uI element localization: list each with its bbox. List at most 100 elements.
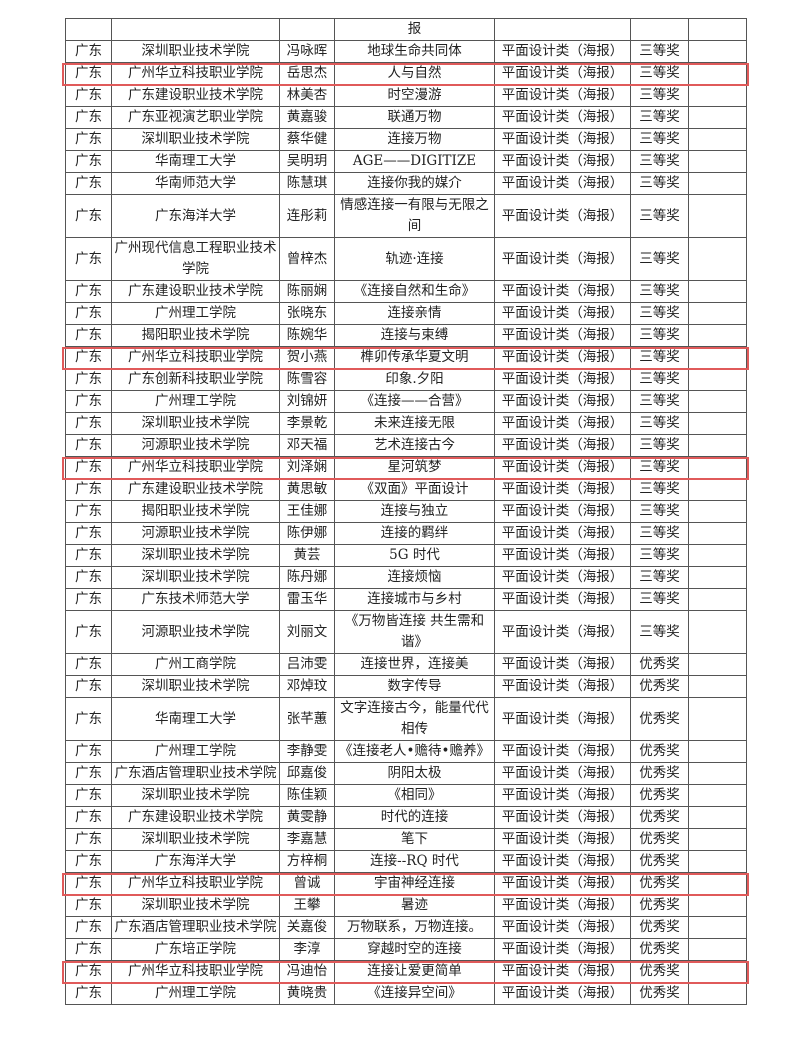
cell-award: 三等奖 [630,412,689,435]
cell-school: 广州理工学院 [111,982,280,1005]
cell-award: 三等奖 [630,302,689,325]
table-row: 广东 广州现代信息工程职业技术学院 曾梓杰 轨迹·连接 平面设计类（海报） 三等奖 [65,237,747,281]
cell-school: 广东建设职业技术学院 [111,478,280,501]
cell-school [111,18,280,41]
cell-empty [688,872,747,895]
cell-name: 李景乾 [279,412,335,435]
cell-school: 河源职业技术学院 [111,610,280,654]
cell-province: 广东 [65,128,112,151]
cell-award: 三等奖 [630,610,689,654]
table-row: 广东 广东建设职业技术学院 林美杏 时空漫游 平面设计类（海报） 三等奖 [65,84,747,107]
cell-empty [688,84,747,107]
cell-category: 平面设计类（海报） [494,412,631,435]
cell-award: 三等奖 [630,456,689,479]
cell-title: 《连接老人•赡待•赡养》 [334,740,495,763]
cell-award: 优秀奖 [630,784,689,807]
cell-province: 广东 [65,960,112,983]
cell-category: 平面设计类（海报） [494,172,631,195]
cell-province: 广东 [65,850,112,873]
cell-province [65,18,112,41]
cell-award: 三等奖 [630,368,689,391]
cell-school: 河源职业技术学院 [111,434,280,457]
cell-empty [688,62,747,85]
cell-title: 连接与束缚 [334,324,495,347]
cell-province: 广东 [65,806,112,829]
cell-province: 广东 [65,194,112,238]
cell-school: 广州理工学院 [111,740,280,763]
cell-school: 广东酒店管理职业技术学院 [111,762,280,785]
table-row: 广东 广州理工学院 张晓东 连接亲情 平面设计类（海报） 三等奖 [65,302,747,325]
cell-province: 广东 [65,434,112,457]
cell-name: 刘锦妍 [279,390,335,413]
cell-category: 平面设计类（海报） [494,346,631,369]
cell-name: 冯咏晖 [279,40,335,63]
cell-title: 时代的连接 [334,806,495,829]
table-row: 广东 广东亚视演艺职业学院 黄嘉骏 联通万物 平面设计类（海报） 三等奖 [65,106,747,129]
table-row: 广东 河源职业技术学院 邓天福 艺术连接古今 平面设计类（海报） 三等奖 [65,434,747,457]
cell-school: 河源职业技术学院 [111,522,280,545]
cell-category: 平面设计类（海报） [494,280,631,303]
cell-province: 广东 [65,324,112,347]
cell-name: 岳思杰 [279,62,335,85]
table-row: 广东 广东建设职业技术学院 黄思敏 《双面》平面设计 平面设计类（海报） 三等奖 [65,478,747,501]
cell-category: 平面设计类（海报） [494,456,631,479]
cell-category: 平面设计类（海报） [494,960,631,983]
cell-province: 广东 [65,610,112,654]
cell-name: 邓天福 [279,434,335,457]
cell-empty [688,324,747,347]
cell-name: 张芊蕙 [279,697,335,741]
cell-category: 平面设计类（海报） [494,610,631,654]
cell-title: 《双面》平面设计 [334,478,495,501]
table-row: 广东 河源职业技术学院 陈伊娜 连接的羁绊 平面设计类（海报） 三等奖 [65,522,747,545]
cell-empty [688,588,747,611]
cell-award [630,18,689,41]
cell-empty [688,150,747,173]
cell-title: 连接世界，连接美 [334,653,495,676]
cell-empty [688,368,747,391]
cell-empty [688,653,747,676]
cell-empty [688,828,747,851]
cell-award: 三等奖 [630,434,689,457]
cell-title: 情感连接一有限与无限之间 [334,194,495,238]
cell-title: 文字连接古今，能量代代相传 [334,697,495,741]
cell-province: 广东 [65,346,112,369]
cell-name: 邱嘉俊 [279,762,335,785]
cell-award: 三等奖 [630,566,689,589]
cell-province: 广东 [65,390,112,413]
cell-name: 贺小燕 [279,346,335,369]
cell-award: 优秀奖 [630,806,689,829]
table-row: 广东 深圳职业技术学院 陈佳颖 《相同》 平面设计类（海报） 优秀奖 [65,784,747,807]
cell-category: 平面设计类（海报） [494,324,631,347]
table-row: 广东 广州理工学院 刘锦妍 《连接——合营》 平面设计类（海报） 三等奖 [65,390,747,413]
cell-name: 李淳 [279,938,335,961]
cell-school: 广州工商学院 [111,653,280,676]
cell-title: 星河筑梦 [334,456,495,479]
cell-province: 广东 [65,916,112,939]
cell-school: 深圳职业技术学院 [111,566,280,589]
table-row: 广东 广东酒店管理职业技术学院 邱嘉俊 阴阳太极 平面设计类（海报） 优秀奖 [65,762,747,785]
cell-province: 广东 [65,544,112,567]
table-row: 广东 广州工商学院 吕沛雯 连接世界，连接美 平面设计类（海报） 优秀奖 [65,653,747,676]
cell-name: 曾诚 [279,872,335,895]
cell-province: 广东 [65,784,112,807]
cell-empty [688,762,747,785]
cell-school: 华南理工大学 [111,150,280,173]
cell-award: 优秀奖 [630,872,689,895]
cell-name: 张晓东 [279,302,335,325]
cell-category: 平面设计类（海报） [494,697,631,741]
cell-award: 优秀奖 [630,982,689,1005]
cell-category: 平面设计类（海报） [494,522,631,545]
cell-name: 黄芸 [279,544,335,567]
cell-title: 笔下 [334,828,495,851]
cell-title: AGE——DIGITIZE [334,150,495,173]
cell-award: 三等奖 [630,84,689,107]
cell-empty [688,697,747,741]
cell-empty [688,894,747,917]
cell-province: 广东 [65,84,112,107]
table-row: 广东 华南理工大学 吴明玥 AGE——DIGITIZE 平面设计类（海报） 三等奖 [65,150,747,173]
cell-award: 优秀奖 [630,960,689,983]
cell-category: 平面设计类（海报） [494,762,631,785]
cell-name: 黄晓贵 [279,982,335,1005]
cell-name: 关嘉俊 [279,916,335,939]
cell-school: 广东建设职业技术学院 [111,806,280,829]
